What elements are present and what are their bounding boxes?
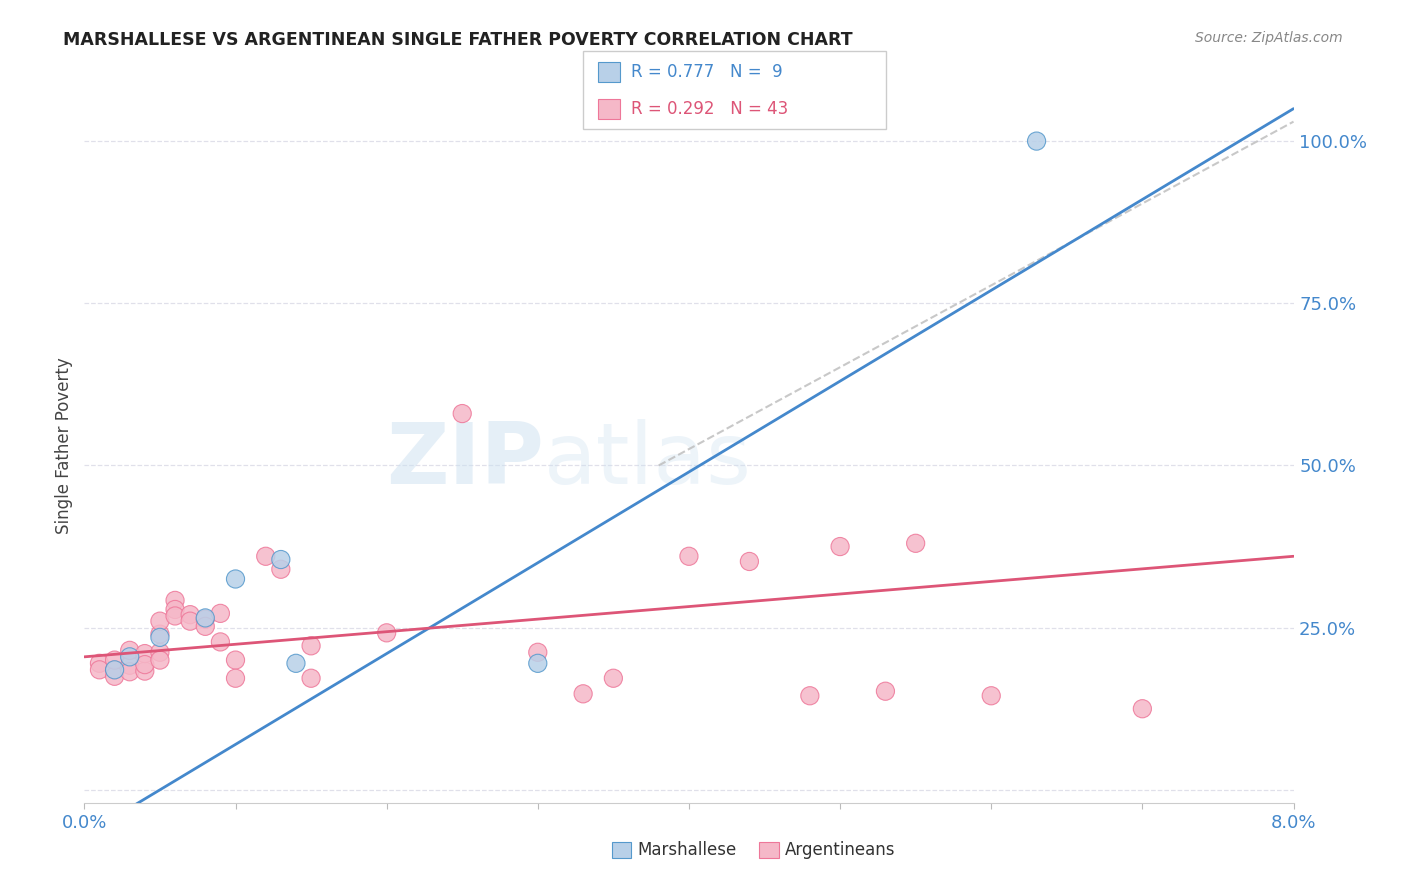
Ellipse shape [150,651,169,669]
Ellipse shape [211,604,229,623]
Text: atlas: atlas [544,418,752,502]
Ellipse shape [166,607,184,625]
Ellipse shape [166,591,184,609]
Ellipse shape [150,628,169,647]
Ellipse shape [136,656,153,673]
Ellipse shape [150,612,169,631]
Ellipse shape [181,606,200,624]
Text: Marshallese: Marshallese [637,841,737,859]
Ellipse shape [105,651,124,669]
Ellipse shape [574,685,592,703]
Ellipse shape [605,669,623,688]
Ellipse shape [1028,132,1046,150]
Ellipse shape [831,538,849,556]
Ellipse shape [121,648,139,666]
Ellipse shape [907,534,925,552]
Ellipse shape [302,669,321,688]
Ellipse shape [226,651,245,669]
Ellipse shape [150,625,169,643]
Ellipse shape [257,547,274,566]
Ellipse shape [105,661,124,679]
Text: ZIP: ZIP [387,418,544,502]
Ellipse shape [105,667,124,685]
Text: R = 0.777   N =  9: R = 0.777 N = 9 [631,63,783,81]
Ellipse shape [121,641,139,659]
Ellipse shape [226,669,245,688]
Ellipse shape [105,661,124,679]
Ellipse shape [226,570,245,588]
Ellipse shape [150,643,169,661]
Ellipse shape [529,643,547,661]
Ellipse shape [121,663,139,681]
Ellipse shape [302,637,321,655]
Ellipse shape [1133,699,1152,718]
Ellipse shape [136,645,153,663]
Ellipse shape [453,404,471,423]
Ellipse shape [211,632,229,651]
Ellipse shape [378,624,395,642]
Ellipse shape [121,657,139,674]
Ellipse shape [271,550,290,568]
Ellipse shape [271,560,290,578]
Ellipse shape [681,547,697,566]
Ellipse shape [197,617,214,635]
Ellipse shape [197,610,214,628]
Ellipse shape [529,654,547,673]
Text: R = 0.292   N = 43: R = 0.292 N = 43 [631,100,789,118]
Ellipse shape [876,682,894,700]
Text: MARSHALLESE VS ARGENTINEAN SINGLE FATHER POVERTY CORRELATION CHART: MARSHALLESE VS ARGENTINEAN SINGLE FATHER… [63,31,853,49]
Text: Argentineans: Argentineans [785,841,896,859]
Ellipse shape [90,661,108,679]
Text: Source: ZipAtlas.com: Source: ZipAtlas.com [1195,31,1343,45]
Ellipse shape [136,662,153,681]
Ellipse shape [197,609,214,627]
Y-axis label: Single Father Poverty: Single Father Poverty [55,358,73,534]
Ellipse shape [90,654,108,673]
Ellipse shape [983,687,1000,705]
Ellipse shape [801,687,818,705]
Ellipse shape [181,612,200,631]
Ellipse shape [741,552,758,571]
Ellipse shape [166,600,184,618]
Ellipse shape [287,654,305,673]
